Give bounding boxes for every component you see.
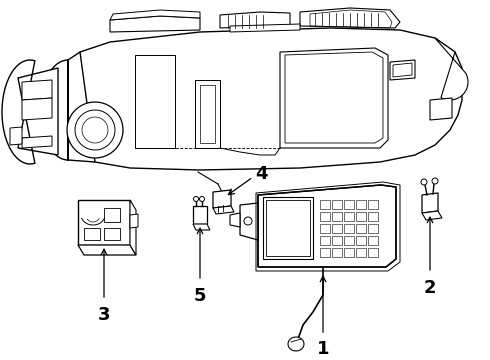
Polygon shape	[193, 224, 210, 230]
Polygon shape	[10, 127, 22, 145]
Text: 4: 4	[255, 165, 267, 183]
Polygon shape	[422, 211, 442, 220]
Polygon shape	[213, 206, 234, 214]
Polygon shape	[230, 24, 300, 32]
Circle shape	[244, 217, 252, 225]
Polygon shape	[2, 60, 58, 164]
Text: 5: 5	[194, 287, 206, 305]
Polygon shape	[422, 193, 438, 213]
Circle shape	[432, 178, 438, 184]
Polygon shape	[220, 12, 290, 28]
Text: 1: 1	[317, 340, 329, 358]
Polygon shape	[60, 28, 462, 170]
Polygon shape	[280, 48, 388, 148]
Polygon shape	[390, 60, 415, 80]
Polygon shape	[135, 55, 175, 148]
Polygon shape	[67, 102, 123, 158]
Polygon shape	[240, 203, 258, 240]
Polygon shape	[22, 80, 52, 100]
Polygon shape	[430, 98, 452, 120]
Polygon shape	[130, 200, 136, 255]
Polygon shape	[435, 38, 468, 100]
Polygon shape	[300, 8, 400, 28]
Polygon shape	[22, 136, 52, 148]
Text: 2: 2	[424, 279, 436, 297]
Polygon shape	[40, 52, 95, 162]
Polygon shape	[230, 213, 240, 227]
Circle shape	[421, 179, 427, 185]
Polygon shape	[195, 80, 220, 148]
Polygon shape	[110, 10, 200, 20]
Circle shape	[199, 197, 204, 202]
Circle shape	[194, 197, 198, 202]
Polygon shape	[22, 98, 52, 120]
Polygon shape	[110, 16, 200, 32]
Polygon shape	[258, 185, 396, 267]
Polygon shape	[78, 245, 136, 255]
Text: 3: 3	[98, 306, 110, 324]
Polygon shape	[130, 214, 138, 228]
Polygon shape	[78, 200, 130, 245]
Polygon shape	[263, 197, 313, 259]
Polygon shape	[213, 190, 231, 208]
Polygon shape	[288, 337, 304, 351]
Polygon shape	[193, 206, 207, 224]
